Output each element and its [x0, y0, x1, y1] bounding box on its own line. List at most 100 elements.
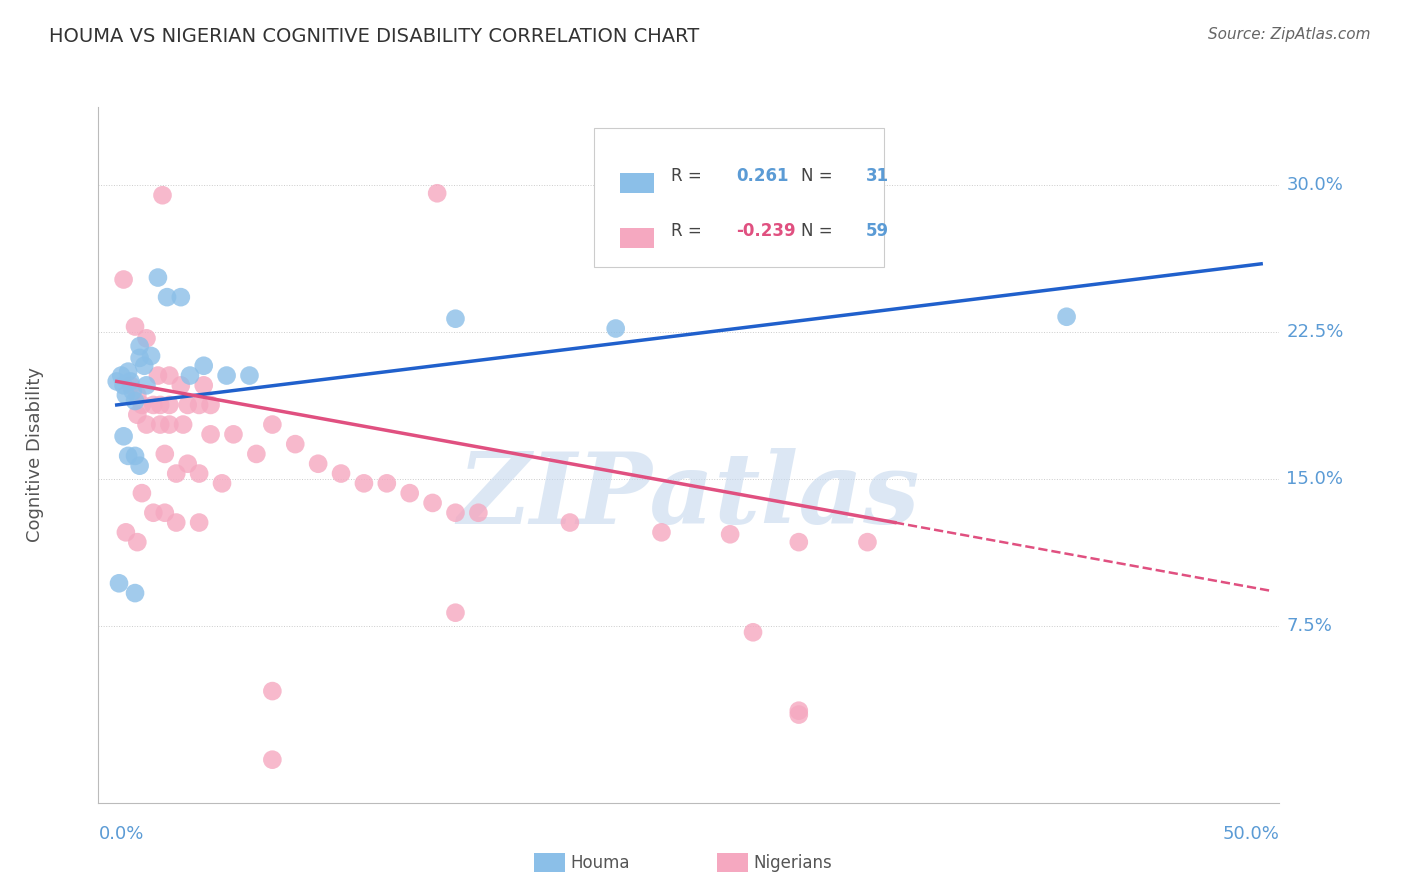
Text: 22.5%: 22.5%	[1286, 324, 1344, 342]
Point	[605, 321, 627, 335]
Point	[398, 486, 420, 500]
Point	[128, 339, 150, 353]
Text: HOUMA VS NIGERIAN COGNITIVE DISABILITY CORRELATION CHART: HOUMA VS NIGERIAN COGNITIVE DISABILITY C…	[49, 27, 699, 45]
Point	[787, 535, 810, 549]
Point	[112, 429, 135, 443]
Point	[153, 447, 176, 461]
Point	[121, 384, 143, 399]
Text: ZIPatlas: ZIPatlas	[458, 449, 920, 545]
Text: 30.0%: 30.0%	[1286, 177, 1343, 194]
Point	[117, 365, 139, 379]
Point	[165, 467, 187, 481]
Text: 31: 31	[866, 167, 889, 185]
Text: R =: R =	[671, 221, 702, 240]
Point	[176, 398, 198, 412]
Point	[444, 311, 467, 326]
Point	[262, 684, 284, 698]
Point	[176, 457, 198, 471]
FancyBboxPatch shape	[620, 227, 654, 248]
Point	[307, 457, 329, 471]
Point	[120, 375, 142, 389]
Point	[131, 398, 153, 412]
Point	[117, 449, 139, 463]
Point	[127, 408, 149, 422]
Point	[426, 186, 449, 201]
Point	[188, 467, 211, 481]
Text: 0.0%: 0.0%	[98, 825, 143, 843]
Point	[200, 398, 222, 412]
Point	[124, 394, 146, 409]
Point	[172, 417, 194, 432]
Point	[211, 476, 233, 491]
Point	[284, 437, 307, 451]
Point	[115, 388, 138, 402]
Point	[134, 359, 156, 373]
Text: N =: N =	[801, 167, 832, 185]
Point	[124, 586, 146, 600]
Point	[718, 527, 741, 541]
Text: R =: R =	[671, 167, 702, 185]
Point	[105, 375, 128, 389]
Point	[112, 272, 135, 286]
Point	[193, 359, 215, 373]
Point	[157, 417, 180, 432]
FancyBboxPatch shape	[620, 172, 654, 193]
Text: 59: 59	[866, 221, 889, 240]
Point	[650, 525, 672, 540]
Point	[170, 378, 193, 392]
Text: Source: ZipAtlas.com: Source: ZipAtlas.com	[1208, 27, 1371, 42]
Point	[157, 368, 180, 383]
Text: Cognitive Disability: Cognitive Disability	[27, 368, 44, 542]
Point	[110, 368, 132, 383]
Point	[200, 427, 222, 442]
Point	[422, 496, 444, 510]
Text: 15.0%: 15.0%	[1286, 470, 1344, 489]
Point	[127, 388, 149, 402]
Point	[115, 525, 138, 540]
Text: N =: N =	[801, 221, 832, 240]
Point	[1056, 310, 1078, 324]
Point	[120, 378, 142, 392]
Point	[156, 290, 179, 304]
Point	[108, 576, 131, 591]
Point	[128, 351, 150, 365]
Point	[188, 398, 211, 412]
Text: 50.0%: 50.0%	[1223, 825, 1279, 843]
Text: 0.261: 0.261	[737, 167, 789, 185]
Point	[149, 398, 172, 412]
Point	[188, 516, 211, 530]
Point	[444, 506, 467, 520]
Text: Houma: Houma	[571, 854, 630, 871]
Point	[135, 331, 157, 345]
Point	[142, 506, 165, 520]
Point	[139, 349, 162, 363]
Point	[124, 449, 146, 463]
Point	[467, 506, 489, 520]
Point	[135, 417, 157, 432]
Point	[856, 535, 879, 549]
Point	[444, 606, 467, 620]
Point	[353, 476, 375, 491]
Point	[787, 707, 810, 722]
Point	[179, 368, 201, 383]
Point	[146, 270, 169, 285]
FancyBboxPatch shape	[595, 128, 884, 267]
Point	[142, 398, 165, 412]
Point	[135, 378, 157, 392]
Point	[787, 704, 810, 718]
Text: Nigerians: Nigerians	[754, 854, 832, 871]
Text: -0.239: -0.239	[737, 221, 796, 240]
Point	[149, 417, 172, 432]
Point	[245, 447, 267, 461]
Point	[153, 506, 176, 520]
Point	[215, 368, 238, 383]
Point	[262, 753, 284, 767]
Point	[146, 368, 169, 383]
Point	[330, 467, 353, 481]
Point	[238, 368, 260, 383]
Point	[152, 188, 174, 202]
Point	[131, 486, 153, 500]
Point	[124, 319, 146, 334]
Point	[165, 516, 187, 530]
Point	[810, 198, 832, 212]
